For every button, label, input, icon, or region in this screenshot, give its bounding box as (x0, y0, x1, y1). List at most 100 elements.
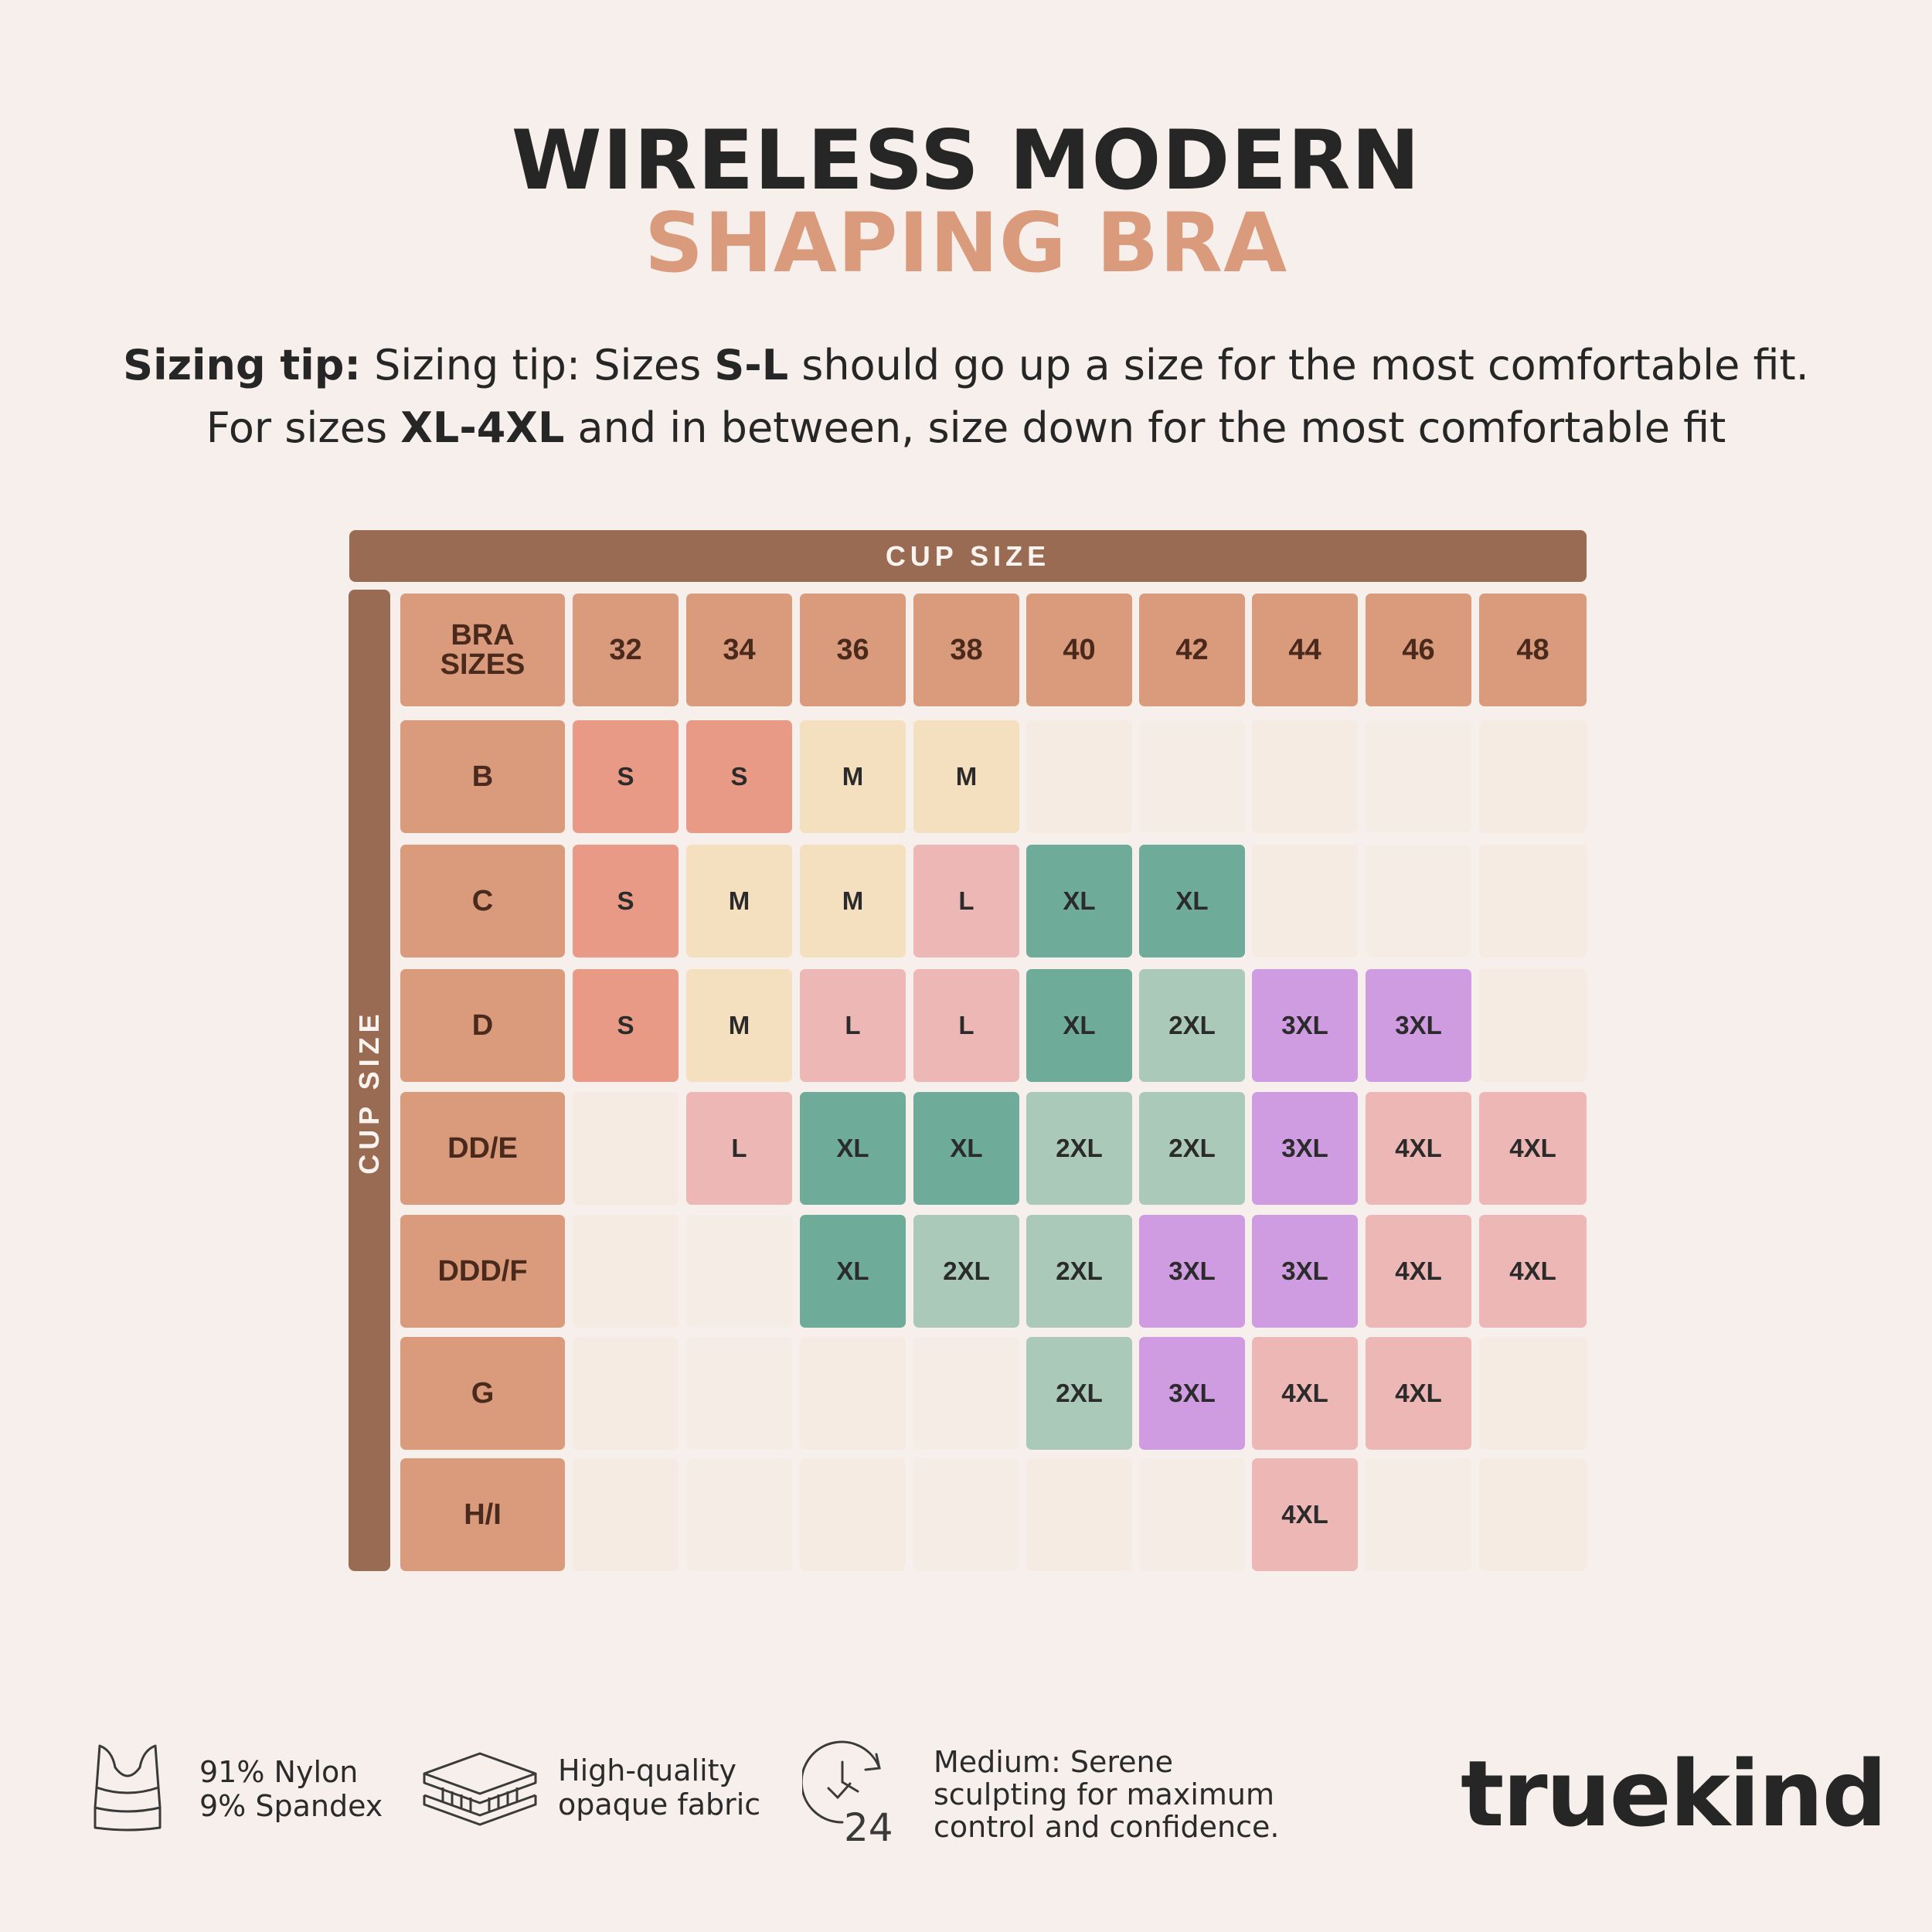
size-cell: 4XL (1366, 1337, 1471, 1450)
feature-text-line: Medium: Serene (934, 1745, 1173, 1779)
empty-cell (1026, 720, 1132, 833)
cup-size-row-header: DD/E (400, 1092, 565, 1205)
size-cell: L (800, 969, 906, 1082)
size-cell: XL (800, 1092, 906, 1205)
size-cell: M (686, 845, 792, 957)
empty-cell (1026, 1458, 1132, 1571)
empty-cell (686, 1215, 792, 1328)
clock-hours-text: 24 (844, 1805, 893, 1843)
size-cell: 4XL (1252, 1337, 1358, 1450)
truekind-logo: truekind (1461, 1740, 1887, 1847)
sizing-tip-text: should go up a size for the most comfort… (788, 341, 1809, 389)
feature-text-line: control and confidence. (934, 1810, 1280, 1844)
band-size-header: 42 (1139, 594, 1245, 706)
size-cell: 3XL (1252, 969, 1358, 1082)
band-size-header: 34 (686, 594, 792, 706)
empty-cell (686, 1337, 792, 1450)
size-cell: L (686, 1092, 792, 1205)
band-size-header: 46 (1366, 594, 1471, 706)
empty-cell (1479, 720, 1587, 833)
title-line-1: WIRELESS MODERN (511, 113, 1421, 208)
band-size-header: 32 (573, 594, 679, 706)
sizing-tip-text: Sizing tip: Sizes (360, 341, 715, 389)
size-cell: L (913, 845, 1019, 957)
empty-cell (1252, 845, 1358, 957)
size-cell: S (573, 845, 679, 957)
empty-cell (1252, 720, 1358, 833)
size-cell: 3XL (1252, 1092, 1358, 1205)
empty-cell (913, 1337, 1019, 1450)
cup-size-side-bar (349, 590, 390, 1571)
size-cell: XL (1026, 969, 1132, 1082)
cup-size-row-header: D (400, 969, 565, 1082)
size-cell: S (686, 720, 792, 833)
empty-cell (800, 1458, 906, 1571)
sizing-tip-line-1: Sizing tip: Sizing tip: Sizes S-L should… (0, 345, 1932, 386)
size-cell: M (686, 969, 792, 1082)
empty-cell (686, 1458, 792, 1571)
size-cell: 2XL (913, 1215, 1019, 1328)
cup-size-row-header: B (400, 720, 565, 833)
title-line-2: SHAPING BRA (644, 196, 1288, 291)
size-cell: 2XL (1026, 1337, 1132, 1450)
sizing-tip-range: XL-4XL (400, 403, 565, 452)
empty-cell (1479, 845, 1587, 957)
size-cell: 2XL (1026, 1092, 1132, 1205)
size-cell: XL (913, 1092, 1019, 1205)
empty-cell (573, 1215, 679, 1328)
sizing-tip-range: S-L (714, 341, 789, 389)
empty-cell (1479, 969, 1587, 1082)
size-cell: 3XL (1252, 1215, 1358, 1328)
empty-cell (1366, 845, 1471, 957)
size-cell: XL (1139, 845, 1245, 957)
empty-cell (1479, 1458, 1587, 1571)
size-cell: 2XL (1139, 1092, 1245, 1205)
size-cell: 3XL (1139, 1215, 1245, 1328)
fabric-layers-icon (423, 1752, 537, 1826)
band-size-header: 44 (1252, 594, 1358, 706)
bra-sizes-header-line: BRA (451, 619, 515, 651)
feature-text-line: opaque fabric (558, 1787, 761, 1821)
feature-text-line: 9% Spandex (199, 1789, 383, 1823)
cup-size-row-header: H/I (400, 1458, 565, 1571)
cup-size-row-header: G (400, 1337, 565, 1450)
size-cell: 4XL (1252, 1458, 1358, 1571)
cup-size-header-bar: CUP SIZE (349, 530, 1587, 582)
cup-size-row-header: DDD/F (400, 1215, 565, 1328)
bra-icon (94, 1744, 162, 1832)
bra-sizes-header: BRA SIZES (400, 594, 565, 706)
sizing-tip-line-2: For sizes XL-4XL and in between, size do… (0, 407, 1932, 449)
feature-text-line: High-quality (558, 1753, 737, 1787)
size-cell: 2XL (1139, 969, 1245, 1082)
size-cell: M (800, 845, 906, 957)
empty-cell (573, 1458, 679, 1571)
feature-text-line: sculpting for maximum (934, 1777, 1274, 1811)
size-cell: 3XL (1139, 1337, 1245, 1450)
empty-cell (1479, 1337, 1587, 1450)
size-cell: 4XL (1479, 1092, 1587, 1205)
empty-cell (1139, 720, 1245, 833)
size-cell: 4XL (1366, 1215, 1471, 1328)
empty-cell (913, 1458, 1019, 1571)
size-cell: XL (1026, 845, 1132, 957)
size-cell: 2XL (1026, 1215, 1132, 1328)
24-hour-clock-icon: 24 (802, 1740, 893, 1843)
empty-cell (573, 1337, 679, 1450)
cup-size-side-label: CUP SIZE (353, 1009, 385, 1175)
cup-size-row-header: C (400, 845, 565, 957)
band-size-header: 40 (1026, 594, 1132, 706)
band-size-header: 48 (1479, 594, 1587, 706)
size-cell: S (573, 720, 679, 833)
size-cell: M (913, 720, 1019, 833)
size-cell: XL (800, 1215, 906, 1328)
size-cell: 4XL (1366, 1092, 1471, 1205)
sizing-tip-lead: Sizing tip: (123, 341, 361, 389)
empty-cell (573, 1092, 679, 1205)
empty-cell (1366, 720, 1471, 833)
band-size-header: 38 (913, 594, 1019, 706)
size-cell: 4XL (1479, 1215, 1587, 1328)
empty-cell (1139, 1458, 1245, 1571)
sizing-tip-text: and in between, size down for the most c… (564, 403, 1726, 452)
band-size-header: 36 (800, 594, 906, 706)
feature-text-line: 91% Nylon (199, 1755, 359, 1789)
